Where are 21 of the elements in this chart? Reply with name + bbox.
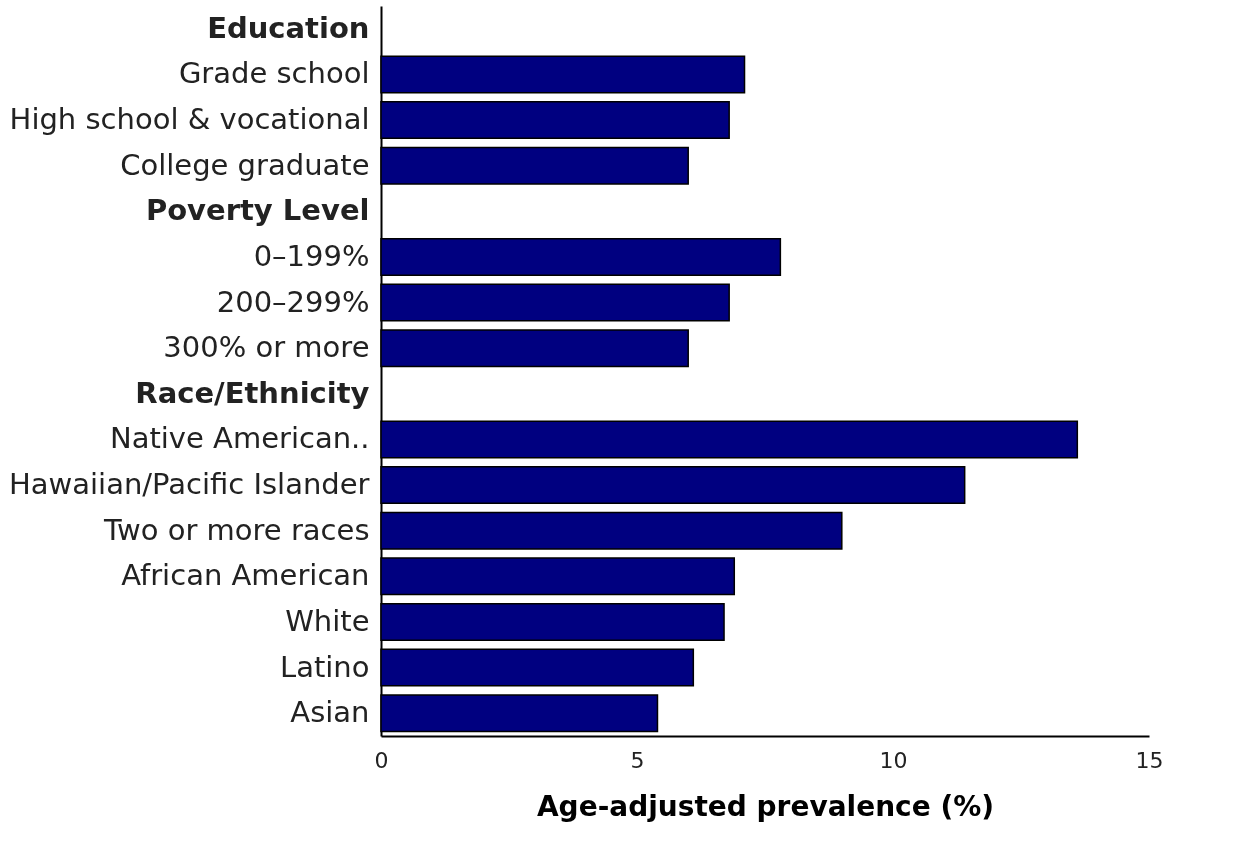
x-tick-label: 0	[374, 747, 389, 773]
y-tick-label: Race/Ethnicity	[135, 375, 370, 410]
x-tick-label: 10	[879, 747, 908, 773]
x-axis-title: Age-adjusted prevalence (%)	[536, 789, 995, 823]
y-tick-label: 200–299%	[216, 284, 370, 319]
y-tick-label: Latino	[280, 649, 370, 684]
y-tick-label: Two or more races	[103, 512, 370, 547]
y-tick-label: Grade school	[178, 56, 370, 91]
y-tick-label: White	[285, 603, 370, 638]
y-tick-label: 300% or more	[163, 330, 370, 365]
y-tick-label: Asian	[290, 695, 370, 730]
x-tick-label: 5	[630, 747, 645, 773]
y-tick-label: Education	[207, 10, 370, 45]
y-tick-label: Hawaiian/Pacific Islander	[8, 467, 370, 502]
y-tick-label: College graduate	[120, 147, 370, 182]
x-tick-label: 15	[1135, 747, 1164, 773]
y-tick-label: Native American..	[109, 421, 370, 456]
y-tick-label: African American	[121, 558, 370, 593]
y-tick-label: High school & vocational	[9, 102, 370, 137]
y-tick-label: Poverty Level	[145, 193, 370, 228]
y-tick-label: 0–199%	[253, 238, 370, 273]
